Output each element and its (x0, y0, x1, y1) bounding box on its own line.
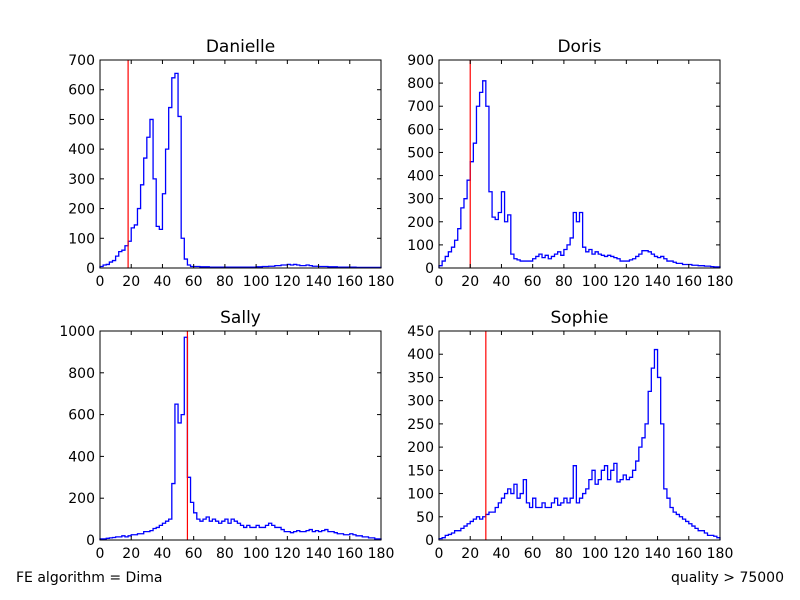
x-tick-label: 20 (461, 546, 479, 562)
histogram-series (99, 336, 382, 540)
x-tick-label: 140 (305, 546, 332, 562)
y-tick-label: 0 (425, 261, 434, 277)
subplot-sally: Sally 0 20 40 60 80 100 120 140 160 180 0 200 400 600 8… (59, 308, 394, 562)
x-tick-label: 40 (154, 546, 172, 562)
y-tick-label: 250 (407, 417, 434, 433)
y-tick-label: 500 (407, 145, 434, 161)
y-tick-label: 200 (407, 215, 434, 231)
y-tick-label: 700 (407, 99, 434, 115)
subplot-title: Sally (220, 308, 261, 328)
x-tick-label: 120 (613, 546, 640, 562)
x-tick-label: 20 (122, 546, 140, 562)
y-tick-label: 600 (68, 408, 95, 424)
y-tick-label: 300 (68, 172, 95, 188)
y-tick-label: 200 (68, 202, 95, 218)
x-tick-label: 120 (274, 546, 301, 562)
y-tick-label: 600 (68, 83, 95, 99)
x-tick-label: 60 (524, 274, 542, 290)
x-tick-label: 40 (154, 274, 172, 290)
y-tick-label: 50 (416, 510, 434, 526)
x-tick-label: 140 (305, 274, 332, 290)
x-tick-label: 160 (336, 546, 363, 562)
y-tick-label: 450 (407, 324, 434, 340)
x-tick-label: 80 (555, 546, 573, 562)
x-tick-label: 0 (435, 546, 444, 562)
x-tick-label: 100 (243, 546, 270, 562)
x-tick-label: 160 (675, 546, 702, 562)
y-tick-label: 500 (68, 112, 95, 128)
x-tick-label: 180 (368, 546, 395, 562)
x-tick-label: 140 (644, 274, 671, 290)
y-tick-label: 400 (68, 449, 95, 465)
x-tick-label: 60 (524, 546, 542, 562)
axes-frame (438, 59, 721, 269)
y-tick-label: 0 (425, 533, 434, 549)
x-tick-label: 40 (493, 546, 511, 562)
histogram-series (438, 80, 721, 268)
subplot-title: Danielle (206, 37, 275, 57)
y-tick-label: 400 (68, 142, 95, 158)
y-tick-label: 800 (407, 76, 434, 92)
x-tick-label: 20 (122, 274, 140, 290)
y-tick-label: 700 (68, 53, 95, 69)
histogram-series (438, 348, 721, 540)
y-tick-label: 400 (407, 347, 434, 363)
y-tick-label: 100 (68, 231, 95, 247)
x-tick-label: 40 (493, 274, 511, 290)
x-tick-label: 0 (435, 274, 444, 290)
x-tick-label: 160 (675, 274, 702, 290)
footer-algorithm-label: FE algorithm = Dima (16, 570, 163, 586)
y-tick-label: 300 (407, 394, 434, 410)
x-tick-label: 60 (185, 274, 203, 290)
y-tick-label: 800 (68, 366, 95, 382)
y-tick-label: 0 (86, 533, 95, 549)
y-tick-label: 0 (86, 261, 95, 277)
x-tick-label: 80 (555, 274, 573, 290)
x-tick-label: 100 (582, 546, 609, 562)
y-tick-label: 100 (407, 238, 434, 254)
y-tick-label: 1000 (59, 324, 95, 340)
x-tick-label: 120 (613, 274, 640, 290)
y-tick-label: 150 (407, 463, 434, 479)
y-tick-label: 600 (407, 122, 434, 138)
y-tick-label: 300 (407, 192, 434, 208)
y-tick-label: 350 (407, 370, 434, 386)
footer-quality-label: quality > 75000 (670, 570, 784, 586)
subplot-title: Sophie (551, 308, 609, 328)
y-tick-label: 200 (407, 440, 434, 456)
y-tick-label: 200 (68, 491, 95, 507)
axes-frame (438, 330, 721, 541)
x-tick-label: 0 (96, 546, 105, 562)
axes-frame (99, 59, 382, 269)
axes-frame (99, 330, 382, 541)
y-tick-label: 900 (407, 53, 434, 69)
histogram-series (99, 72, 382, 269)
y-tick-label: 100 (407, 487, 434, 503)
x-tick-label: 120 (274, 274, 301, 290)
x-tick-label: 100 (582, 274, 609, 290)
subplot-title: Doris (557, 37, 601, 57)
x-tick-label: 140 (644, 546, 671, 562)
x-tick-label: 180 (707, 274, 734, 290)
x-tick-label: 180 (368, 274, 395, 290)
x-tick-label: 160 (336, 274, 363, 290)
x-tick-label: 60 (185, 546, 203, 562)
x-tick-label: 80 (216, 546, 234, 562)
x-tick-label: 180 (707, 546, 734, 562)
x-tick-label: 100 (243, 274, 270, 290)
x-tick-label: 20 (461, 274, 479, 290)
x-tick-label: 80 (216, 274, 234, 290)
x-tick-label: 0 (96, 274, 105, 290)
y-tick-label: 400 (407, 169, 434, 185)
